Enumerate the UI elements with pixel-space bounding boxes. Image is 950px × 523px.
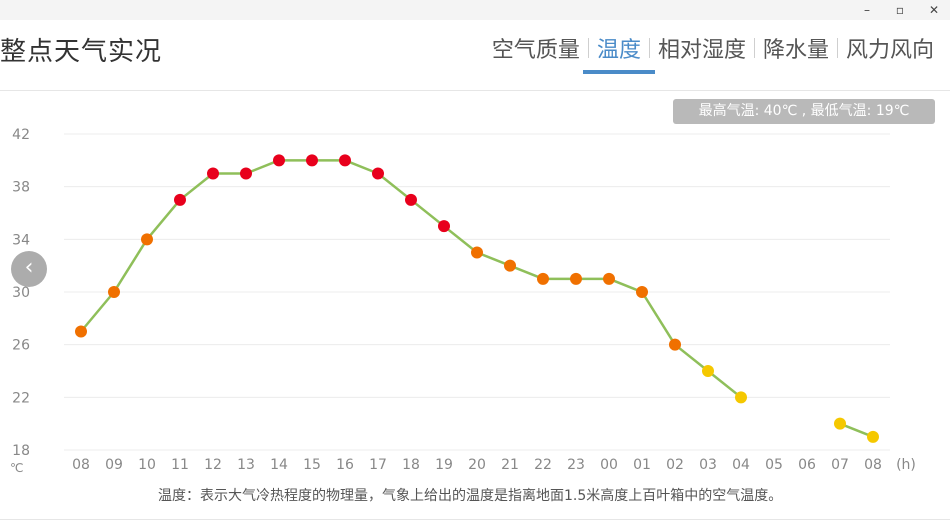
- data-point: [735, 391, 747, 404]
- x-tick-label: 01: [633, 457, 651, 473]
- page-title: 整点天气实况: [0, 37, 163, 67]
- y-tick-label: 38: [12, 180, 30, 196]
- y-tick-label: 30: [12, 285, 30, 301]
- x-tick-label: 18: [402, 457, 420, 473]
- x-tick-label: 12: [204, 457, 222, 473]
- x-tick-label: 00: [600, 457, 618, 473]
- tab-divider: [648, 38, 650, 58]
- x-tick-label: 06: [798, 457, 816, 473]
- x-tick-label: 04: [732, 457, 750, 473]
- tab-wind[interactable]: 风力风向: [845, 38, 934, 63]
- x-tick-label: 03: [699, 457, 717, 473]
- data-point: [438, 220, 450, 233]
- x-tick-label: 17: [369, 457, 387, 473]
- data-point: [471, 246, 483, 259]
- page-header: 整点天气实况 空气质量 温度 相对湿度 降水量 风力风向: [0, 20, 950, 91]
- close-icon[interactable]: ✕: [928, 3, 940, 17]
- data-point: [537, 272, 549, 285]
- x-tick-label: 08: [72, 457, 90, 473]
- data-point: [306, 154, 318, 167]
- x-tick-label: 05: [765, 457, 783, 473]
- temperature-chart: 42 38 34 30 26 22 18 ℃ 08 09 10 11 12 13 14 15 16 17 18 19 2…: [10, 127, 916, 475]
- data-point: [240, 167, 252, 180]
- x-tick-label: 21: [501, 457, 519, 473]
- data-point: [702, 365, 714, 377]
- data-point: [75, 325, 87, 338]
- data-point: [669, 338, 681, 351]
- x-tick-label: 22: [534, 457, 552, 473]
- x-tick-label: 13: [237, 457, 255, 473]
- x-tick-label: 16: [336, 457, 354, 473]
- tab-temperature[interactable]: 温度: [582, 32, 655, 74]
- x-tick-label: 20: [468, 457, 486, 473]
- x-tick-label: 23: [567, 457, 585, 473]
- x-tick-label: 07: [831, 457, 849, 473]
- data-point: [603, 272, 615, 285]
- tab-divider: [753, 38, 755, 58]
- data-point: [834, 417, 846, 430]
- y-tick-label: 34: [12, 232, 30, 248]
- x-tick-label: 02: [666, 457, 684, 473]
- x-unit-label: (h): [896, 457, 916, 473]
- tab-divider: [836, 38, 838, 58]
- data-point: [636, 286, 648, 298]
- window-titlebar: – ▫ ✕: [0, 0, 950, 20]
- x-tick-label: 14: [270, 457, 288, 473]
- y-tick-label: 42: [12, 127, 30, 143]
- x-tick-label: 10: [138, 457, 156, 473]
- tab-precipitation[interactable]: 降水量: [762, 38, 829, 63]
- x-tick-label: 15: [303, 457, 321, 473]
- minimize-icon[interactable]: –: [864, 3, 870, 17]
- data-point: [570, 272, 582, 285]
- y-tick-label: 22: [12, 390, 30, 406]
- tab-divider: [587, 38, 589, 58]
- y-tick-label: 26: [12, 338, 30, 354]
- y-tick-label: 18: [12, 443, 30, 459]
- data-point: [339, 154, 351, 167]
- data-point: [207, 167, 219, 180]
- data-point: [273, 154, 285, 167]
- maximize-icon[interactable]: ▫: [895, 3, 905, 17]
- chart-footnote: 温度：表示大气冷热程度的物理量，气象上给出的温度是指离地面1.5米高度上百叶箱中…: [158, 488, 783, 504]
- temperature-summary-badge: 最高气温: 40℃ , 最低气温: 19℃: [673, 99, 935, 124]
- tab-bar: 空气质量 温度 相对湿度 降水量 风力风向: [486, 32, 940, 74]
- y-unit-label: ℃: [10, 461, 23, 475]
- data-point: [405, 193, 417, 206]
- x-tick-label: 09: [105, 457, 123, 473]
- tab-air-quality[interactable]: 空气质量: [491, 38, 580, 63]
- data-point: [174, 193, 186, 206]
- data-point: [867, 430, 879, 443]
- data-point: [141, 233, 153, 246]
- data-point: [372, 167, 384, 180]
- x-tick-label: 19: [435, 457, 453, 473]
- data-point: [504, 259, 516, 272]
- x-tick-label: 08: [864, 457, 882, 473]
- tab-humidity[interactable]: 相对湿度: [657, 38, 746, 63]
- bottom-divider: [0, 519, 950, 520]
- previous-arrow-icon[interactable]: ‹: [11, 251, 47, 287]
- data-point: [108, 286, 120, 298]
- x-tick-label: 11: [171, 457, 189, 473]
